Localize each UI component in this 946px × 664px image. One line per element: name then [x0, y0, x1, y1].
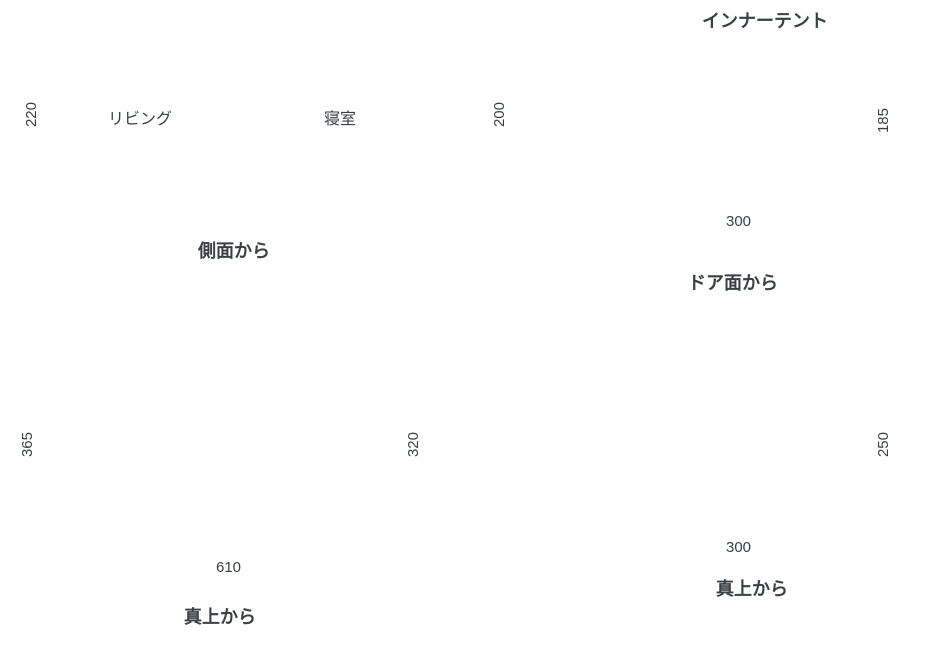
diagram-canvas: インナーテント リビング 寝室 側面から ドア面から 真上から 真上から 220… — [0, 0, 946, 664]
label-door-view: ドア面から — [688, 274, 778, 292]
dim-185: 185 — [876, 108, 891, 133]
dim-300-bottom: 300 — [726, 540, 751, 555]
dim-610: 610 — [216, 560, 241, 575]
label-bedroom: 寝室 — [324, 112, 356, 128]
dim-250: 250 — [876, 432, 891, 457]
dim-320: 320 — [406, 432, 421, 457]
label-top-view-right: 真上から — [716, 580, 788, 598]
label-living: リビング — [108, 112, 172, 128]
dim-300-top: 300 — [726, 214, 751, 229]
label-side-view: 側面から — [198, 242, 270, 260]
dim-200: 200 — [492, 102, 507, 127]
label-top-view-left: 真上から — [184, 608, 256, 626]
title-inner-tent: インナーテント — [702, 12, 828, 30]
dim-220: 220 — [24, 102, 39, 127]
dim-365: 365 — [20, 432, 35, 457]
